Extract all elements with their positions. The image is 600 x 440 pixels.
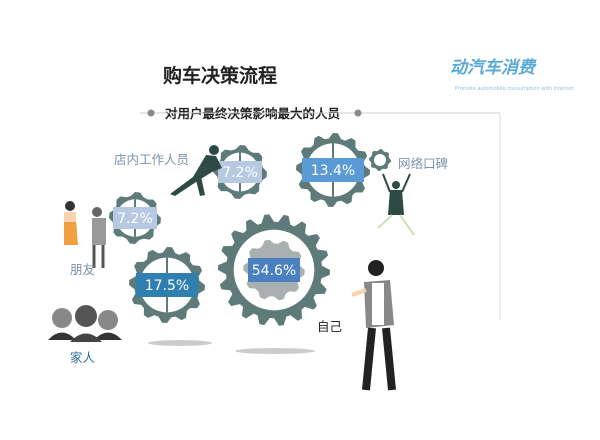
label-friends: 朋友 <box>70 262 96 277</box>
gear-network: 13.4% <box>296 133 370 207</box>
percent-box <box>113 207 157 229</box>
gear-store: 7.2% <box>213 145 267 199</box>
percent-box <box>136 273 198 297</box>
percent-label-store: 7.2% <box>222 165 258 181</box>
percent-label-family: 17.5% <box>145 278 189 294</box>
friends-figure <box>64 201 106 268</box>
store-staff-figure <box>170 145 222 196</box>
page-title: 购车决策流程 <box>163 65 278 87</box>
gear-hole <box>374 154 386 166</box>
percent-label-self: 54.6% <box>252 263 296 279</box>
label-self: 自己 <box>317 319 343 334</box>
bullet-dot <box>354 109 362 117</box>
gear-self: 54.6% <box>218 214 330 326</box>
family-figure <box>48 305 122 342</box>
label-network: 网络口碑 <box>398 156 449 171</box>
percent-label-friends: 7.2% <box>117 211 153 227</box>
gear-friends: 7.2% <box>109 192 161 244</box>
percent-box <box>302 158 364 182</box>
label-store-staff: 店内工作人员 <box>114 152 190 167</box>
shadow <box>148 340 212 346</box>
percent-box <box>248 258 300 282</box>
percent-label-network: 13.4% <box>311 163 355 179</box>
logo-tagline: Promote automobile consumption with Inte… <box>455 86 574 92</box>
gear-family: 17.5% <box>129 247 205 323</box>
percent-box <box>218 161 262 183</box>
self-man-figure <box>351 260 396 391</box>
bullet-dot <box>147 109 155 117</box>
label-family: 家人 <box>70 350 96 365</box>
logo: 动汽车消费 <box>450 58 535 78</box>
shadow <box>235 348 315 354</box>
network-woman-figure <box>377 173 415 236</box>
